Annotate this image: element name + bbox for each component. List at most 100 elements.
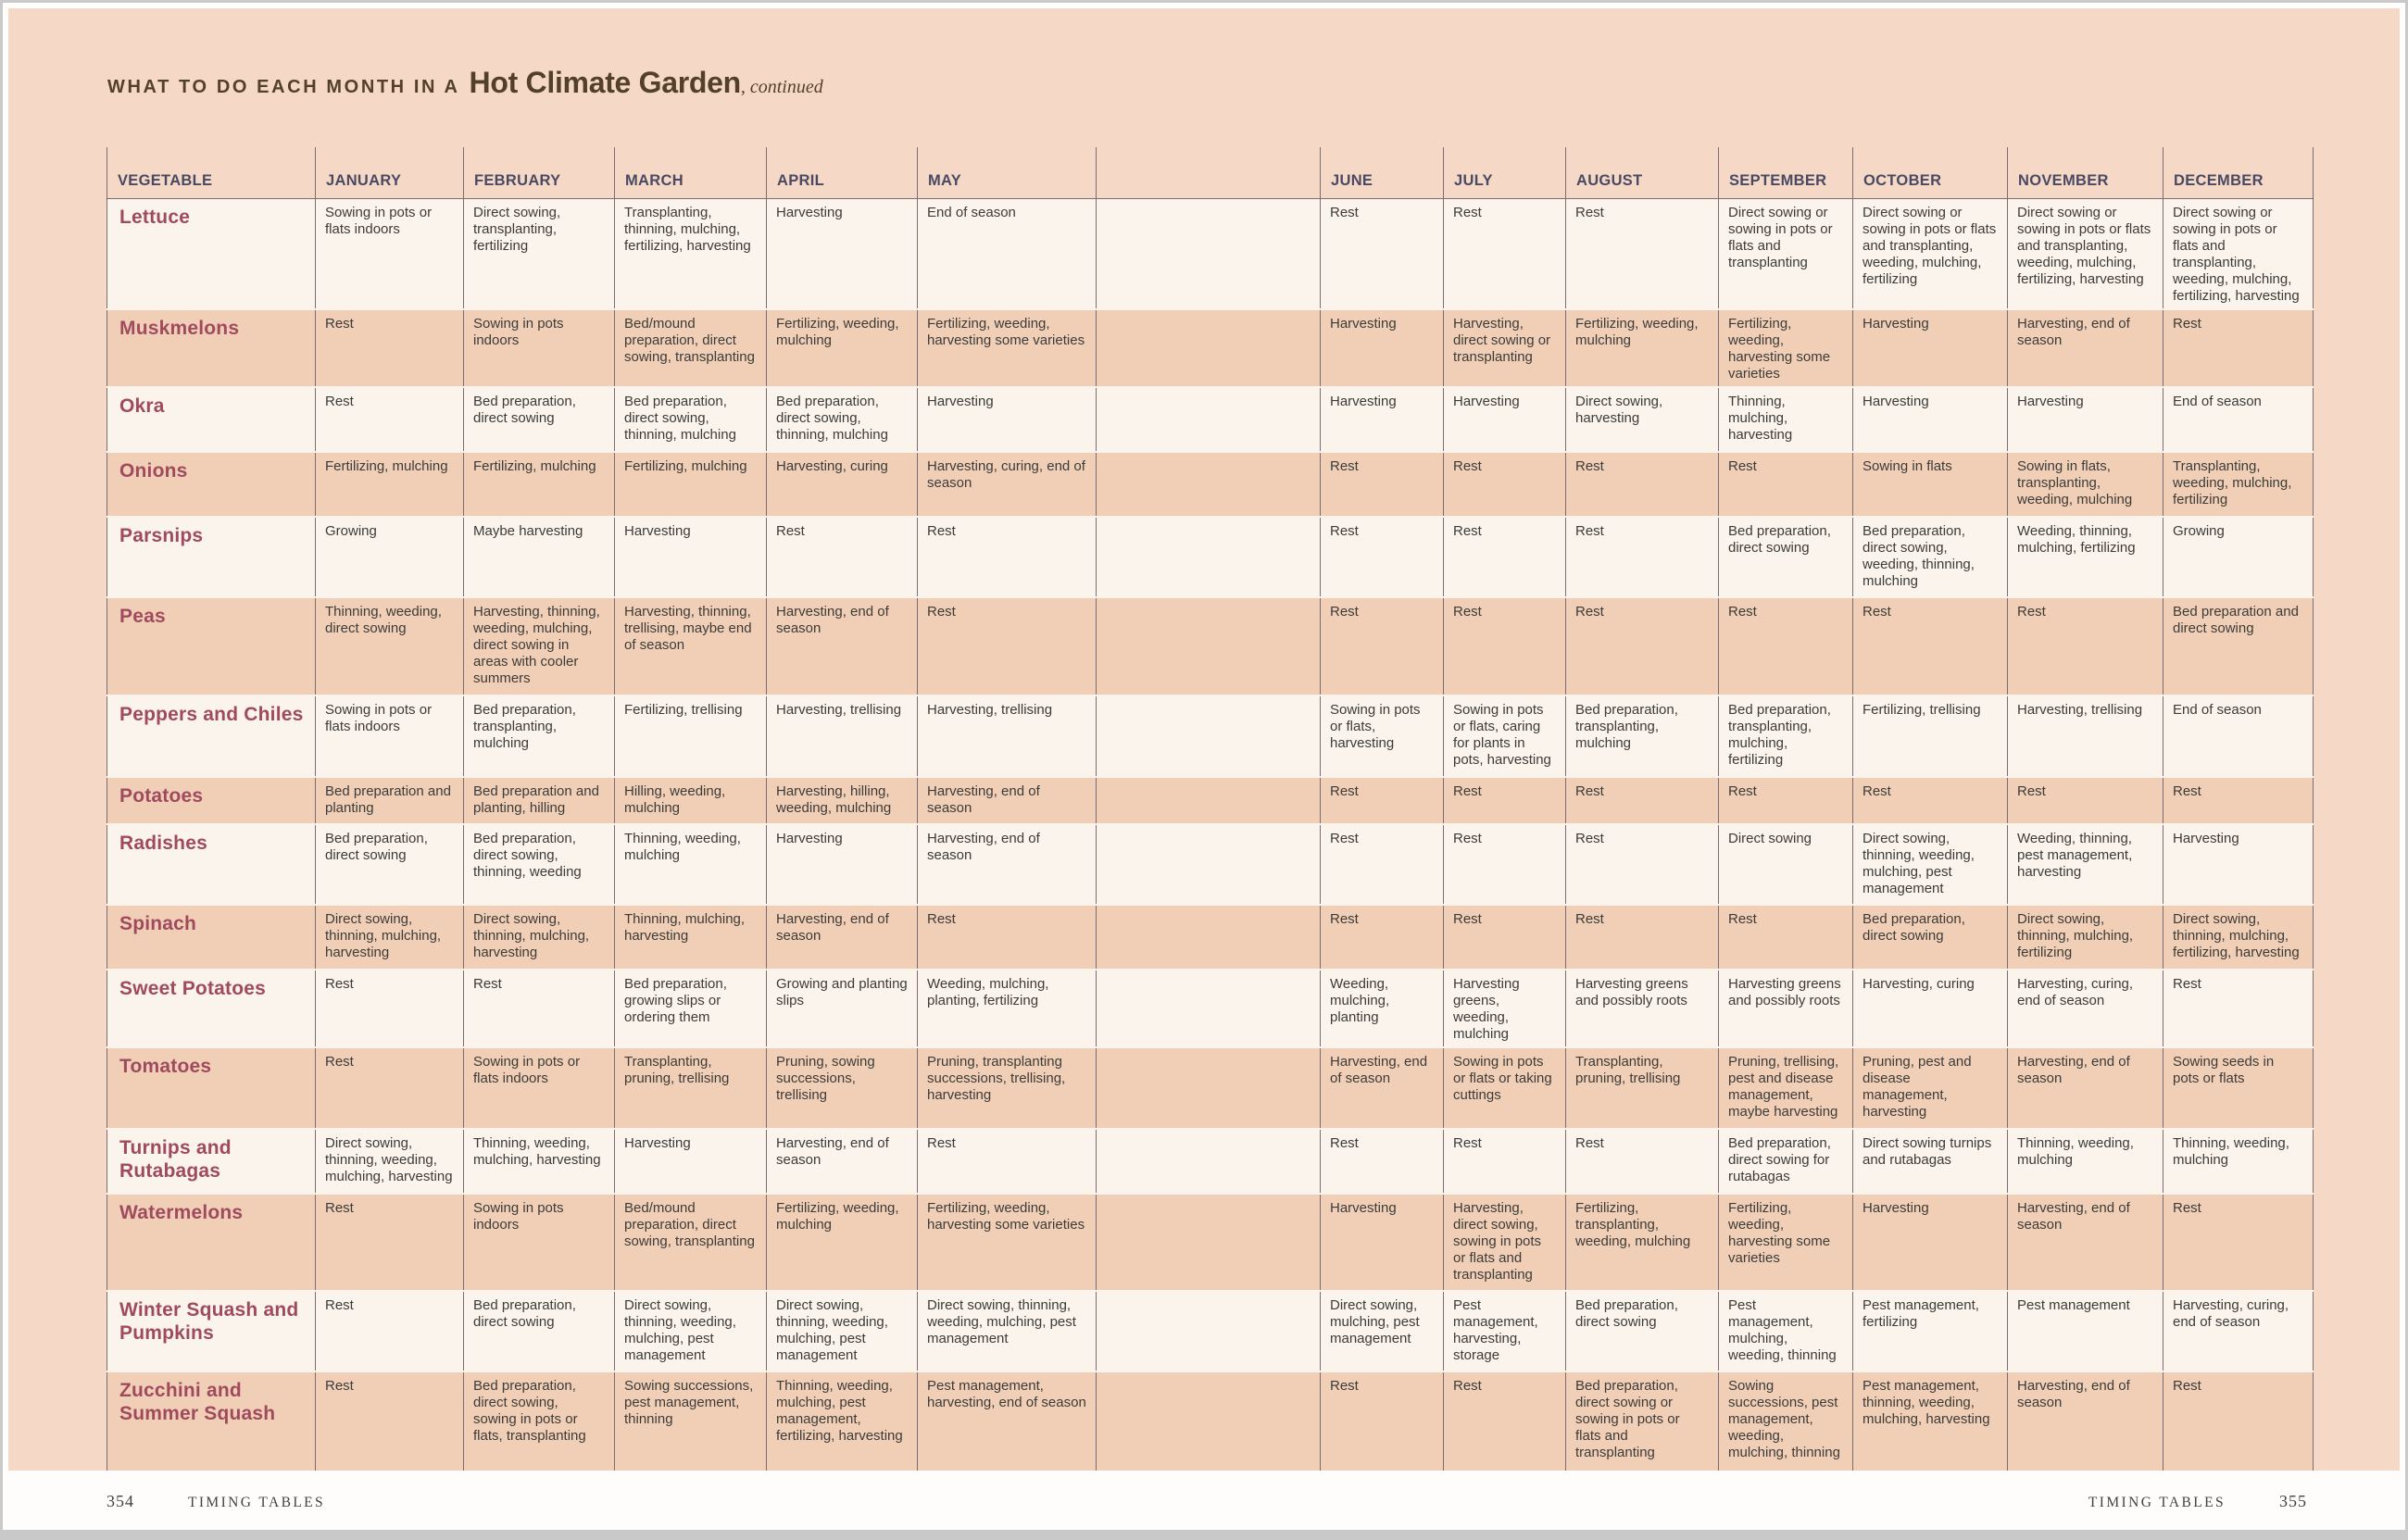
gutter-cell <box>1096 1371 1321 1471</box>
month-cell: Thinning, weeding, mulching, harvesting <box>463 1129 615 1195</box>
gutter-cell <box>1096 824 1321 906</box>
month-cell: Harvesting <box>917 387 1097 453</box>
vegetable-name: Lettuce <box>107 198 316 310</box>
month-cell: Rest <box>2007 597 2163 696</box>
month-cell: Fertilizing, weeding, harvesting some va… <box>917 309 1097 388</box>
month-cell: Maybe harvesting <box>463 517 615 598</box>
month-cell: Rest <box>1320 905 1444 970</box>
month-cell: Rest <box>1443 517 1566 598</box>
gutter-cell <box>1096 970 1321 1048</box>
month-cell: Rest <box>1565 452 1719 518</box>
month-cell: Harvesting, hilling, weeding, mulching <box>766 777 918 825</box>
month-cell: Fertilizing, mulching <box>614 452 767 518</box>
month-cell: Harvesting <box>766 198 918 310</box>
vegetable-name: Tomatoes <box>107 1047 316 1130</box>
month-cell: Rest <box>1443 1371 1566 1471</box>
month-cell: Bed preparation, transplanting, mulching <box>463 695 615 778</box>
month-cell: Pruning, trellising, pest and disease ma… <box>1718 1047 1853 1130</box>
vegetable-name: Muskmelons <box>107 309 316 388</box>
month-cell: Bed preparation and direct sowing <box>2163 597 2314 696</box>
month-cell: Bed preparation, direct sowing <box>463 387 615 453</box>
month-cell: Direct sowing, transplanting, fertilizin… <box>463 198 615 310</box>
month-cell: Transplanting, pruning, trellising <box>614 1047 767 1130</box>
column-header-september: SEPTEMBER <box>1718 147 1853 199</box>
month-cell: Bed preparation, direct sowing <box>1718 517 1853 598</box>
right-page-number: 355 <box>2279 1492 2307 1510</box>
month-cell: Harvesting <box>1320 309 1444 388</box>
month-cell: Weeding, mulching, planting <box>1320 970 1444 1048</box>
month-cell: Transplanting, weeding, mulching, fertil… <box>2163 452 2314 518</box>
vegetable-name: Okra <box>107 387 316 453</box>
month-cell: Harvesting greens, weeding, mulching <box>1443 970 1566 1048</box>
column-header-march: MARCH <box>614 147 767 199</box>
month-cell: Fertilizing, weeding, harvesting some va… <box>1718 1194 1853 1292</box>
month-cell: Harvesting, end of season <box>766 1129 918 1195</box>
gutter-cell <box>1096 1291 1321 1372</box>
month-cell: Rest <box>1320 777 1444 825</box>
month-cell: Thinning, mulching, harvesting <box>614 905 767 970</box>
month-cell: Rest <box>1443 597 1566 696</box>
month-cell: Rest <box>1565 597 1719 696</box>
month-cell: Fertilizing, transplanting, weeding, mul… <box>1565 1194 1719 1292</box>
gutter-cell <box>1096 695 1321 778</box>
month-cell: Harvesting greens and possibly roots <box>1718 970 1853 1048</box>
month-cell: Bed preparation, direct sowing <box>1852 905 2008 970</box>
month-cell: Direct sowing <box>1718 824 1853 906</box>
vegetable-name: Radishes <box>107 824 316 906</box>
month-cell: Fertilizing, weeding, harvesting some va… <box>917 1194 1097 1292</box>
column-header-june: JUNE <box>1320 147 1444 199</box>
title-suffix: , continued <box>740 77 823 97</box>
month-cell: Harvesting, curing, end of season <box>2007 970 2163 1048</box>
month-cell: Harvesting <box>1852 309 2008 388</box>
table-row: Sweet Potatoes Rest Rest Bed preparation, g… <box>107 970 2314 1048</box>
month-cell: Bed/mound preparation, direct sowing, tr… <box>614 1194 767 1292</box>
month-cell: Pruning, transplanting successions, trel… <box>917 1047 1097 1130</box>
table-row: Zucchini and Summer Squash Rest Bed prepar… <box>107 1371 2314 1471</box>
month-cell: Direct sowing, thinning, mulching, ferti… <box>2163 905 2314 970</box>
column-header-february: FEBRUARY <box>463 147 615 199</box>
month-cell: Harvesting, trellising <box>766 695 918 778</box>
month-cell: Direct sowing or sowing in pots or flats… <box>1718 198 1853 310</box>
right-running-head: TIMING TABLES <box>2088 1495 2226 1510</box>
table-row: Radishes Bed preparation, direct sowing Be… <box>107 824 2314 906</box>
month-cell: Pest management, mulching, weeding, thin… <box>1718 1291 1853 1372</box>
month-cell: Bed preparation, direct sowing for rutab… <box>1718 1129 1853 1195</box>
gutter-cell <box>1096 517 1321 598</box>
month-cell: Rest <box>315 1291 464 1372</box>
month-cell: Rest <box>917 1129 1097 1195</box>
table-row: Tomatoes Rest Sowing in pots or flats indo… <box>107 1047 2314 1130</box>
month-cell: Harvesting, curing <box>766 452 918 518</box>
title-prefix: WHAT TO DO EACH MONTH IN A <box>107 77 460 97</box>
table-row: Okra Rest Bed preparation, direct sowing Be… <box>107 387 2314 453</box>
title-main: Hot Climate Garden <box>469 66 742 99</box>
month-cell: Rest <box>1443 777 1566 825</box>
month-cell: Sowing in pots or flats or taking cuttin… <box>1443 1047 1566 1130</box>
month-cell: Harvesting, end of season <box>2007 309 2163 388</box>
month-cell: Sowing in pots or flats indoors <box>463 1047 615 1130</box>
month-cell: Harvesting <box>1852 1194 2008 1292</box>
month-cell: Direct sowing, thinning, weeding, mulchi… <box>315 1129 464 1195</box>
gutter-cell <box>1096 1129 1321 1195</box>
month-cell: Bed preparation, transplanting, mulching <box>1565 695 1719 778</box>
month-cell: Rest <box>1565 824 1719 906</box>
month-cell: Pest management, fertilizing <box>1852 1291 2008 1372</box>
table-row: Muskmelons Rest Sowing in pots indoors Bed/… <box>107 309 2314 388</box>
month-cell: Rest <box>1320 517 1444 598</box>
column-header-october: OCTOBER <box>1852 147 2008 199</box>
month-cell: Harvesting, end of season <box>1320 1047 1444 1130</box>
month-cell: Rest <box>1443 198 1566 310</box>
month-cell: End of season <box>2163 695 2314 778</box>
table-row: Onions Fertilizing, mulching Fertilizing, … <box>107 452 2314 518</box>
month-cell: Harvesting, thinning, weeding, mulching,… <box>463 597 615 696</box>
month-cell: Growing and planting slips <box>766 970 918 1048</box>
gutter-cell <box>1096 597 1321 696</box>
month-cell: Sowing in pots or flats, caring for plan… <box>1443 695 1566 778</box>
month-cell: Rest <box>1852 597 2008 696</box>
table-row: Turnips and Rutabagas Direct sowing, thin… <box>107 1129 2314 1195</box>
month-cell: Harvesting, direct sowing or transplanti… <box>1443 309 1566 388</box>
vegetable-name: Potatoes <box>107 777 316 825</box>
month-cell: Rest <box>315 387 464 453</box>
column-header-may: MAY <box>917 147 1097 199</box>
vegetable-name: Spinach <box>107 905 316 970</box>
month-cell: Fertilizing, weeding, mulching <box>766 1194 918 1292</box>
